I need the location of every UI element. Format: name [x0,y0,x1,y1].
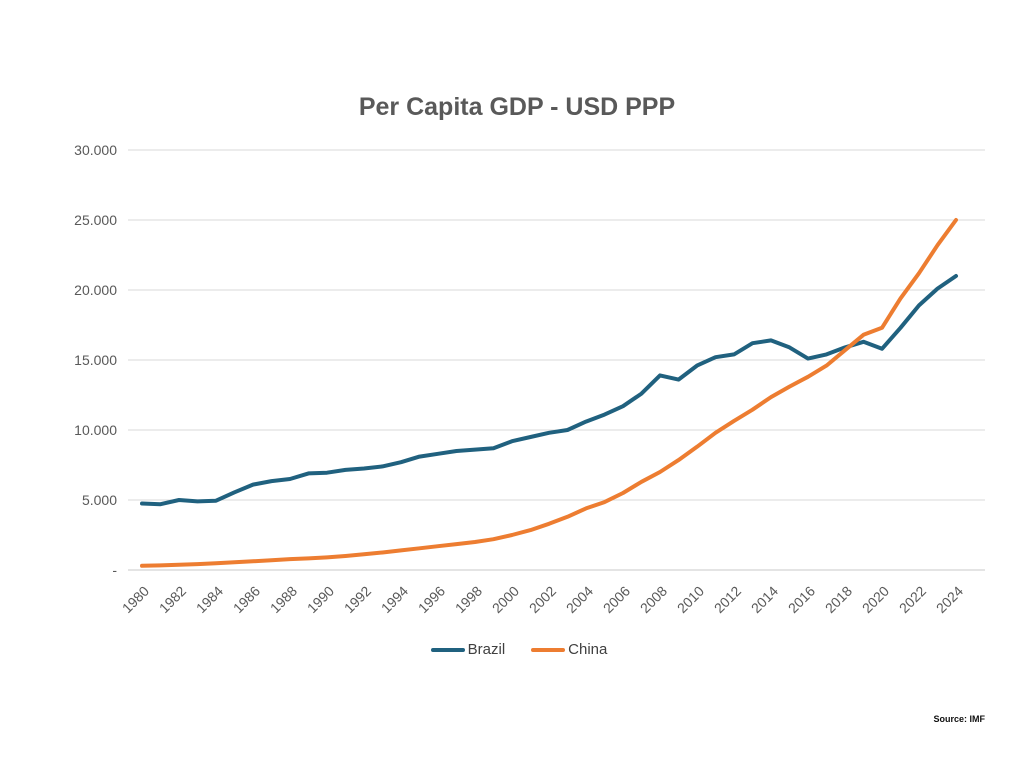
series-line-brazil [140,274,958,507]
x-axis-tick-label: 2010 [674,583,707,616]
x-axis-tick-label: 2020 [859,583,892,616]
x-axis-tick-label: 2018 [822,583,855,616]
x-axis-tick-label: 1980 [119,583,152,616]
x-axis-tick-label: 1986 [230,583,263,616]
x-axis-tick-label: 2014 [748,583,781,616]
legend-item-brazil: Brazil [430,641,506,658]
x-axis-tick-label: 2012 [711,583,744,616]
source-note: Source: IMF [933,714,985,724]
legend-label-brazil: Brazil [467,641,506,658]
y-axis-tick-label: 5.000 [82,492,117,508]
legend-swatch-brazil [430,647,465,652]
x-axis-tick-label: 1982 [156,583,189,616]
x-axis-tick-label: 2006 [600,583,633,616]
x-axis-tick-label: 2016 [785,583,818,616]
y-axis-tick-label: 10.000 [74,422,117,438]
x-axis-tick-label: 1998 [452,583,485,616]
x-axis-tick-label: 2000 [489,583,522,616]
y-axis-tick-label: - [112,562,117,578]
y-axis-tick-label: 15.000 [74,352,117,368]
series-line-china [140,218,958,568]
legend: Brazil China [0,641,1024,658]
x-axis-tick-label: 1990 [304,583,337,616]
chart-title: Per Capita GDP - USD PPP [358,93,676,121]
legend-label-china: China [568,641,608,658]
x-axis-tick-label: 2024 [933,583,966,616]
x-axis-tick-label: 1994 [378,583,411,616]
x-axis-tick-label: 2002 [526,583,559,616]
x-axis-tick-label: 2022 [896,583,929,616]
x-axis-tick-label: 2008 [637,583,670,616]
x-axis-tick-label: 2004 [563,583,596,616]
y-axis-tick-label: 25.000 [74,212,117,228]
x-axis-tick-label: 1996 [415,583,448,616]
y-axis-tick-label: 30.000 [74,142,117,158]
x-axis-tick-label: 1988 [267,583,300,616]
x-axis-tick-label: 1984 [193,583,226,616]
legend-item-china: China [531,641,607,658]
y-axis-tick-label: 20.000 [74,282,117,298]
x-axis-tick-label: 1992 [341,583,374,616]
legend-swatch-china [531,647,566,652]
